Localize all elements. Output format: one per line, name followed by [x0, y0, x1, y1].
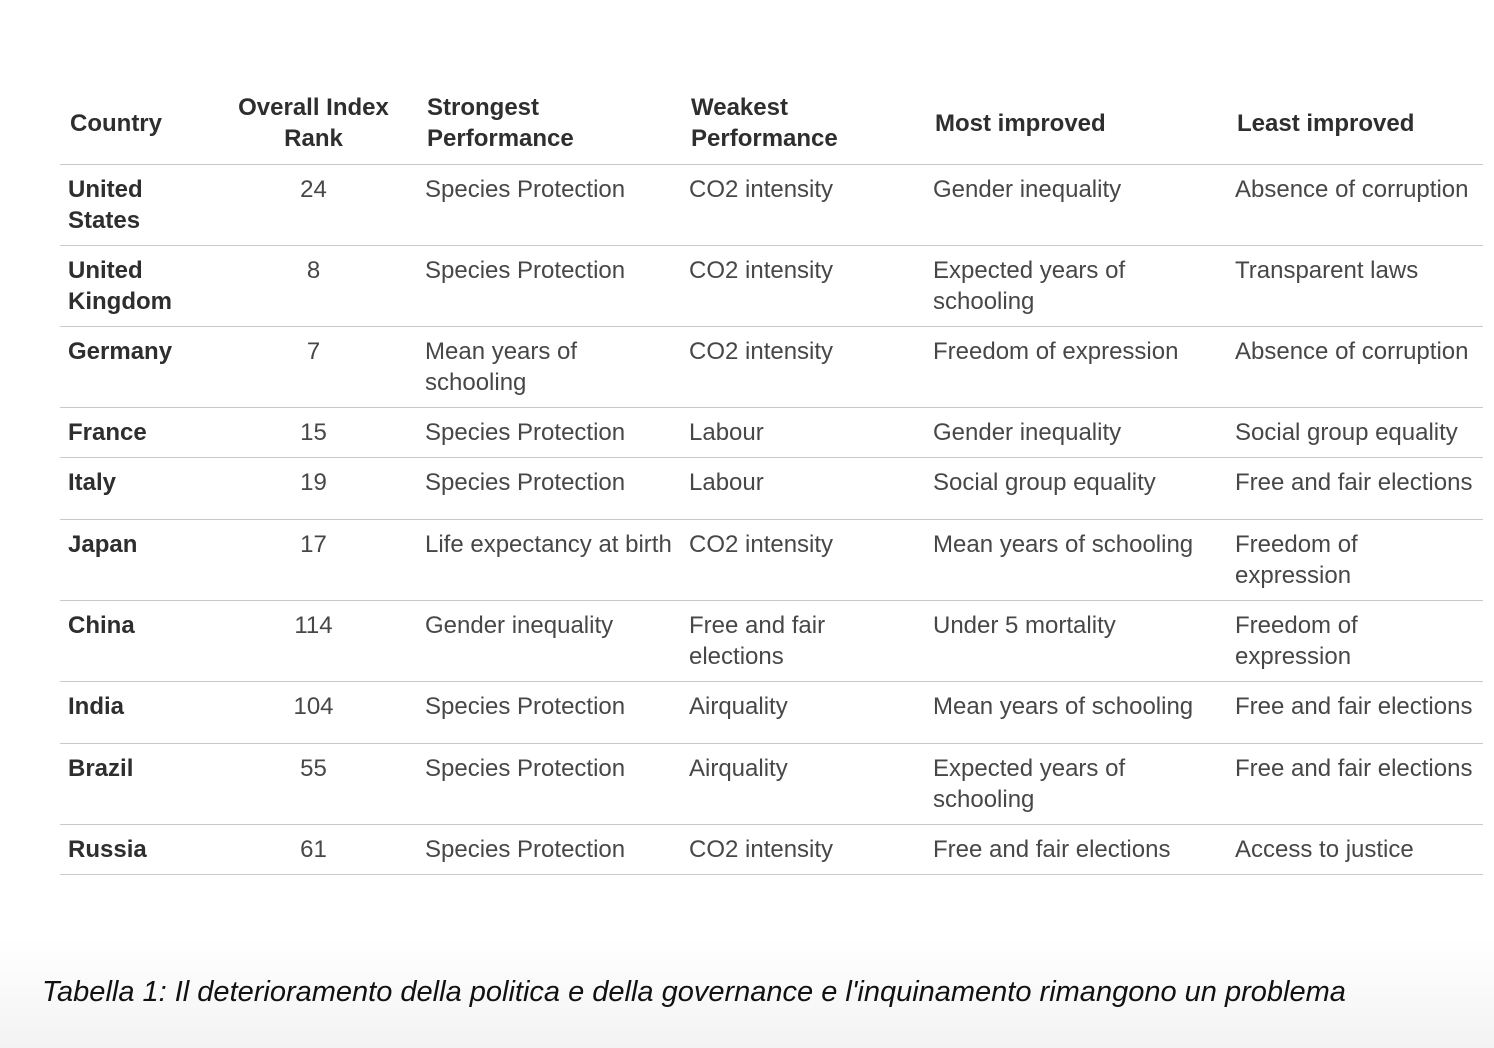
strongest-cell: Species Protection	[417, 457, 681, 520]
most-improved-cell: Expected years of schooling	[925, 743, 1227, 825]
most-improved-cell: Under 5 mortality	[925, 600, 1227, 682]
least-improved-cell: Social group equality	[1227, 407, 1483, 458]
least-improved-cell: Free and fair elections	[1227, 457, 1483, 520]
weakest-cell: Labour	[681, 457, 925, 520]
country-cell: Italy	[60, 457, 210, 520]
page-bottom-shade	[0, 938, 1494, 1048]
table-row: Italy 19 Species Protection Labour Socia…	[60, 457, 1483, 520]
strongest-cell: Species Protection	[417, 407, 681, 458]
strongest-cell: Species Protection	[417, 824, 681, 875]
country-cell: Brazil	[60, 743, 210, 825]
table-row: India 104 Species Protection Airquality …	[60, 681, 1483, 744]
most-improved-cell: Gender inequality	[925, 407, 1227, 458]
weakest-cell: Airquality	[681, 681, 925, 744]
header-country: Country	[60, 92, 210, 165]
country-index-table: Country Overall Index Rank Strongest Per…	[60, 92, 1483, 875]
rank-cell: 15	[210, 407, 417, 458]
weakest-cell: CO2 intensity	[681, 326, 925, 408]
strongest-cell: Species Protection	[417, 743, 681, 825]
rank-cell: 7	[210, 326, 417, 408]
least-improved-cell: Transparent laws	[1227, 245, 1483, 327]
weakest-cell: Free and fair elections	[681, 600, 925, 682]
table-caption: Tabella 1: Il deterioramento della polit…	[42, 976, 1346, 1008]
table-row: United Kingdom 8 Species Protection CO2 …	[60, 245, 1483, 327]
country-cell: France	[60, 407, 210, 458]
table-row: France 15 Species Protection Labour Gend…	[60, 407, 1483, 458]
header-weakest-performance: Weakest Performance	[681, 92, 925, 165]
strongest-cell: Life expectancy at birth	[417, 519, 681, 601]
rank-cell: 55	[210, 743, 417, 825]
table-row: Germany 7 Mean years of schooling CO2 in…	[60, 326, 1483, 408]
most-improved-cell: Social group equality	[925, 457, 1227, 520]
strongest-cell: Mean years of schooling	[417, 326, 681, 408]
most-improved-cell: Freedom of expression	[925, 326, 1227, 408]
least-improved-cell: Freedom of expression	[1227, 600, 1483, 682]
table-row: Brazil 55 Species Protection Airquality …	[60, 743, 1483, 825]
most-improved-cell: Free and fair elections	[925, 824, 1227, 875]
country-cell: United Kingdom	[60, 245, 210, 327]
strongest-cell: Species Protection	[417, 245, 681, 327]
least-improved-cell: Access to justice	[1227, 824, 1483, 875]
country-cell: India	[60, 681, 210, 744]
least-improved-cell: Absence of corruption	[1227, 164, 1483, 246]
table-row: China 114 Gender inequality Free and fai…	[60, 600, 1483, 682]
header-row: Country Overall Index Rank Strongest Per…	[60, 92, 1483, 165]
weakest-cell: CO2 intensity	[681, 245, 925, 327]
header-least-improved: Least improved	[1227, 92, 1483, 165]
least-improved-cell: Free and fair elections	[1227, 743, 1483, 825]
least-improved-cell: Freedom of expression	[1227, 519, 1483, 601]
weakest-cell: CO2 intensity	[681, 519, 925, 601]
least-improved-cell: Free and fair elections	[1227, 681, 1483, 744]
weakest-cell: Airquality	[681, 743, 925, 825]
country-cell: Japan	[60, 519, 210, 601]
most-improved-cell: Gender inequality	[925, 164, 1227, 246]
strongest-cell: Gender inequality	[417, 600, 681, 682]
header-strongest-performance: Strongest Performance	[417, 92, 681, 165]
rank-cell: 17	[210, 519, 417, 601]
table-row: Russia 61 Species Protection CO2 intensi…	[60, 824, 1483, 875]
table-row: United States 24 Species Protection CO2 …	[60, 164, 1483, 246]
weakest-cell: CO2 intensity	[681, 164, 925, 246]
header-overall-index-rank: Overall Index Rank	[210, 92, 417, 165]
weakest-cell: CO2 intensity	[681, 824, 925, 875]
rank-cell: 104	[210, 681, 417, 744]
strongest-cell: Species Protection	[417, 164, 681, 246]
rank-cell: 19	[210, 457, 417, 520]
country-cell: China	[60, 600, 210, 682]
table-row: Japan 17 Life expectancy at birth CO2 in…	[60, 519, 1483, 601]
country-cell: Germany	[60, 326, 210, 408]
weakest-cell: Labour	[681, 407, 925, 458]
most-improved-cell: Mean years of schooling	[925, 681, 1227, 744]
most-improved-cell: Mean years of schooling	[925, 519, 1227, 601]
country-cell: United States	[60, 164, 210, 246]
least-improved-cell: Absence of corruption	[1227, 326, 1483, 408]
rank-cell: 8	[210, 245, 417, 327]
header-most-improved: Most improved	[925, 92, 1227, 165]
strongest-cell: Species Protection	[417, 681, 681, 744]
country-cell: Russia	[60, 824, 210, 875]
rank-cell: 24	[210, 164, 417, 246]
rank-cell: 61	[210, 824, 417, 875]
most-improved-cell: Expected years of schooling	[925, 245, 1227, 327]
rank-cell: 114	[210, 600, 417, 682]
